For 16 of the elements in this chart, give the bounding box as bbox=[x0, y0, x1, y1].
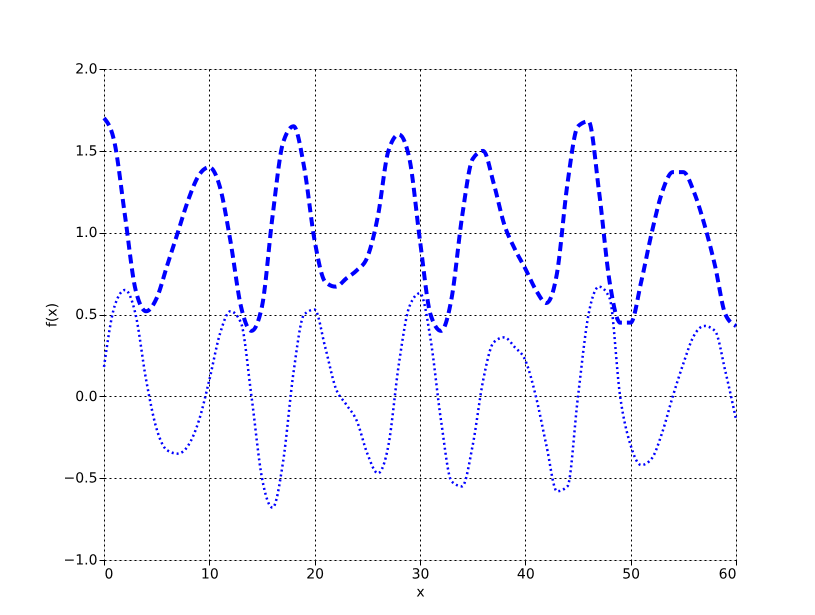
x-tick-label: 10 bbox=[200, 566, 219, 582]
y-tick-label: −1.0 bbox=[64, 552, 98, 568]
x-tick-label: 60 bbox=[718, 566, 736, 582]
x-axis-title: x bbox=[416, 584, 425, 600]
y-tick-label: 0.5 bbox=[75, 307, 98, 323]
x-tick-label: 40 bbox=[516, 566, 535, 582]
x-tick-label: 50 bbox=[622, 566, 640, 582]
y-tick-label: 0.0 bbox=[75, 388, 98, 405]
y-tick-label: −0.5 bbox=[64, 470, 98, 487]
x-tick-label: 30 bbox=[412, 566, 430, 582]
y-axis-title: f(x) bbox=[44, 302, 61, 328]
y-tick-label: 1.0 bbox=[75, 225, 98, 242]
x-tick-label: 20 bbox=[306, 566, 324, 582]
y-tick-label: 2.0 bbox=[75, 62, 98, 78]
y-tick-label: 1.5 bbox=[75, 143, 98, 160]
x-tick-label: 0 bbox=[104, 566, 114, 582]
